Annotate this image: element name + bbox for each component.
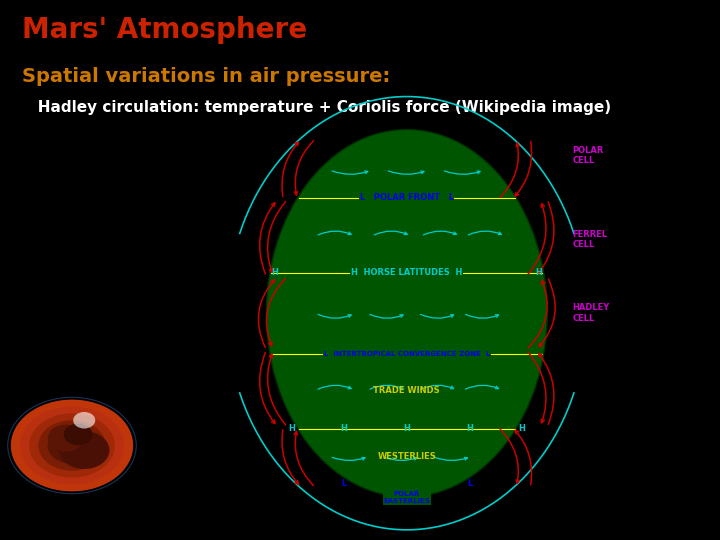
- Circle shape: [73, 412, 95, 429]
- FancyArrowPatch shape: [539, 354, 554, 424]
- FancyArrowPatch shape: [528, 281, 547, 348]
- Circle shape: [59, 431, 109, 469]
- FancyArrowPatch shape: [318, 314, 351, 318]
- FancyArrowPatch shape: [500, 429, 519, 483]
- Text: H: H: [271, 268, 278, 278]
- Circle shape: [57, 434, 87, 457]
- FancyArrowPatch shape: [515, 430, 531, 485]
- Ellipse shape: [266, 130, 547, 497]
- FancyArrowPatch shape: [423, 231, 456, 235]
- Circle shape: [11, 400, 133, 491]
- FancyArrowPatch shape: [370, 385, 403, 389]
- FancyArrowPatch shape: [528, 352, 546, 423]
- Text: H: H: [518, 424, 526, 434]
- FancyArrowPatch shape: [294, 431, 314, 485]
- FancyArrowPatch shape: [268, 354, 286, 425]
- Text: H: H: [467, 424, 474, 434]
- FancyArrowPatch shape: [374, 231, 408, 235]
- FancyArrowPatch shape: [388, 171, 424, 174]
- FancyArrowPatch shape: [318, 231, 351, 235]
- Text: WESTERLIES: WESTERLIES: [377, 452, 436, 461]
- Text: H: H: [340, 424, 347, 434]
- FancyArrowPatch shape: [539, 202, 554, 273]
- Text: HADLEY
CELL: HADLEY CELL: [572, 303, 610, 323]
- FancyArrowPatch shape: [282, 142, 299, 197]
- Text: Mars' Atmosphere: Mars' Atmosphere: [22, 16, 307, 44]
- FancyArrowPatch shape: [444, 171, 480, 174]
- Circle shape: [48, 424, 84, 451]
- Circle shape: [30, 414, 115, 477]
- Circle shape: [38, 420, 106, 471]
- Text: L   POLAR FRONT   L: L POLAR FRONT L: [360, 193, 454, 202]
- FancyArrowPatch shape: [318, 385, 351, 389]
- FancyArrowPatch shape: [465, 385, 498, 389]
- Text: L: L: [467, 480, 472, 489]
- FancyArrowPatch shape: [539, 279, 555, 347]
- FancyArrowPatch shape: [465, 314, 498, 318]
- FancyArrowPatch shape: [528, 204, 546, 274]
- FancyArrowPatch shape: [268, 201, 286, 272]
- FancyArrowPatch shape: [420, 314, 454, 318]
- Text: L  INTERTROPICAL CONVERGENCE ZONE  L: L INTERTROPICAL CONVERGENCE ZONE L: [323, 350, 490, 356]
- Text: Spatial variations in air pressure:: Spatial variations in air pressure:: [22, 68, 390, 86]
- FancyArrowPatch shape: [282, 430, 299, 484]
- FancyArrowPatch shape: [294, 141, 314, 195]
- FancyArrowPatch shape: [435, 457, 467, 461]
- FancyArrowPatch shape: [420, 385, 454, 389]
- FancyArrowPatch shape: [266, 279, 286, 346]
- FancyArrowPatch shape: [332, 457, 365, 461]
- FancyArrowPatch shape: [468, 231, 501, 235]
- Text: POLAR
CELL: POLAR CELL: [572, 146, 604, 165]
- Circle shape: [20, 407, 124, 484]
- Text: Hadley circulation: temperature + Coriolis force (Wikipedia image): Hadley circulation: temperature + Coriol…: [22, 100, 611, 115]
- FancyArrowPatch shape: [260, 203, 275, 274]
- Text: L: L: [341, 480, 346, 489]
- FancyArrowPatch shape: [258, 280, 274, 347]
- Text: POLAR
EASTERLIES: POLAR EASTERLIES: [383, 491, 431, 504]
- FancyArrowPatch shape: [384, 457, 417, 461]
- Text: H: H: [536, 268, 542, 278]
- FancyArrowPatch shape: [260, 353, 275, 423]
- Text: H: H: [403, 424, 410, 434]
- Text: TRADE WINDS: TRADE WINDS: [374, 386, 440, 395]
- Circle shape: [64, 424, 93, 446]
- FancyArrowPatch shape: [332, 171, 368, 174]
- FancyArrowPatch shape: [240, 220, 245, 231]
- FancyArrowPatch shape: [370, 314, 403, 318]
- Text: H: H: [288, 424, 295, 434]
- Circle shape: [48, 427, 96, 464]
- Text: H  HORSE LATITUDES  H: H HORSE LATITUDES H: [351, 268, 462, 278]
- FancyArrowPatch shape: [240, 220, 245, 231]
- FancyArrowPatch shape: [500, 143, 519, 198]
- Text: FERREL
CELL: FERREL CELL: [572, 230, 608, 249]
- FancyArrowPatch shape: [515, 141, 531, 196]
- FancyArrowPatch shape: [569, 396, 573, 407]
